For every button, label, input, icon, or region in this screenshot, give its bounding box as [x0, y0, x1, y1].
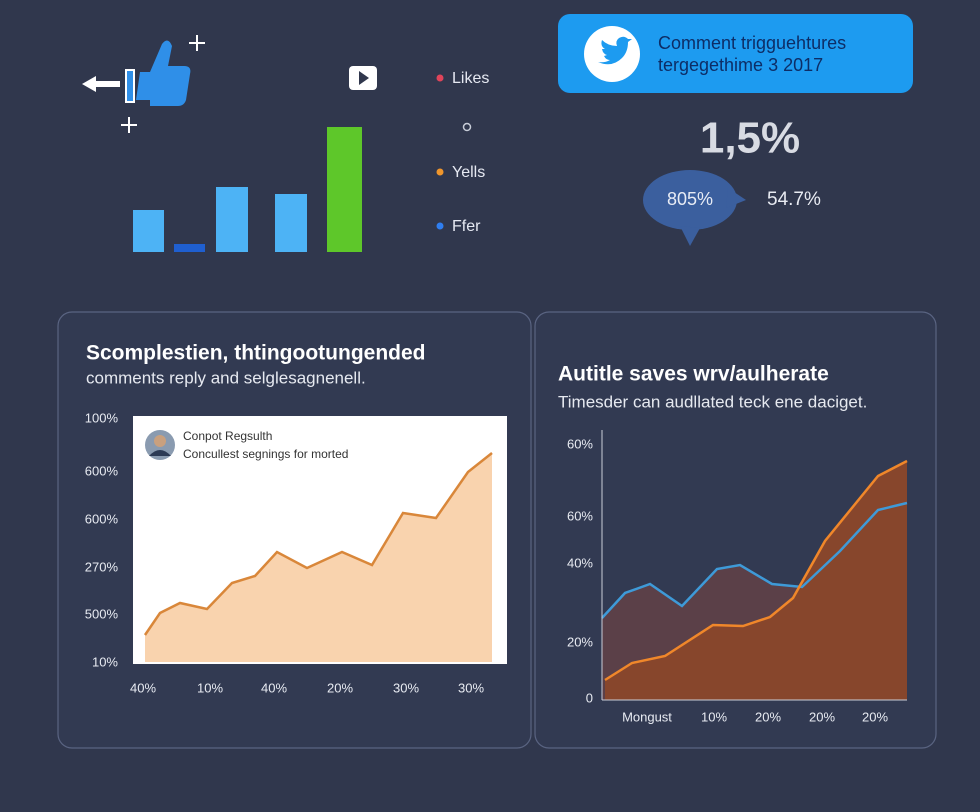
line-illustration: [143, 452, 493, 636]
y-label: 60%: [567, 436, 593, 451]
legend-label: Yells: [452, 164, 485, 181]
area-illustration: [605, 461, 907, 700]
tweet-card: Comment trigguehtures tergegethime 3 201…: [558, 14, 913, 93]
tweet-text: Comment trigguehtures: [658, 33, 846, 53]
legend-dot: [436, 222, 444, 230]
card-text: Concullest segnings for morted: [183, 447, 348, 461]
video-icon: [349, 66, 377, 90]
headline-stat: 1,5%: [700, 114, 800, 163]
x-label: 20%: [327, 680, 353, 695]
speech-bubble: 805%: [643, 170, 746, 246]
x-label: 20%: [809, 709, 835, 724]
avatar-body: [149, 450, 171, 456]
panel-subtitle: Timesder can audllated teck ene daciget.: [558, 392, 867, 411]
y-label: 600%: [85, 463, 119, 478]
legend-dot: [436, 74, 444, 82]
legend-dot: [462, 122, 472, 132]
y-label: 270%: [85, 559, 119, 574]
side-stat: 54.7%: [767, 189, 821, 210]
y-label: 20%: [567, 634, 593, 649]
y-label: 500%: [85, 606, 119, 621]
x-label: 40%: [261, 680, 287, 695]
line-illustration: [601, 501, 908, 619]
tweet-text: tergegethime 3 2017: [658, 55, 823, 75]
panel-title: Autitle saves wrv/aulherate: [558, 363, 829, 386]
x-label: 10%: [197, 680, 223, 695]
like-icon: [82, 40, 191, 106]
line-illustration: [604, 459, 908, 682]
panel: Autitle saves wrv/aulherate Timesder can…: [534, 311, 937, 749]
x-label: Mongust: [622, 709, 672, 724]
panel-subtitle: comments reply and selglesagnenell.: [86, 368, 366, 387]
panel: Scomplestien, thtingootungended comments…: [57, 311, 532, 749]
avatar-face: [154, 435, 166, 447]
y-label: 100%: [85, 410, 119, 425]
x-label: 20%: [755, 709, 781, 724]
legend: Likes Yells Ffer: [436, 70, 489, 235]
x-label: 30%: [393, 680, 419, 695]
y-label: 0: [586, 690, 593, 705]
bubble-stat: 805%: [667, 189, 713, 209]
legend-dot: [436, 168, 444, 176]
x-label: 10%: [701, 709, 727, 724]
y-label: 600%: [85, 511, 119, 526]
sparkles: [121, 35, 205, 133]
y-label: 40%: [567, 555, 593, 570]
card-title: Conpot Regsulth: [183, 429, 272, 443]
bar-illustration: [133, 127, 362, 252]
y-label: 60%: [567, 508, 593, 523]
x-label: 40%: [130, 680, 156, 695]
legend-label: Likes: [452, 70, 489, 87]
y-label: 10%: [92, 654, 118, 669]
area-illustration: [145, 453, 492, 662]
legend-label: Ffer: [452, 218, 481, 235]
x-label: 20%: [862, 709, 888, 724]
panel-title: Scomplestien, thtingootungended: [86, 342, 426, 365]
x-label: 30%: [458, 680, 484, 695]
